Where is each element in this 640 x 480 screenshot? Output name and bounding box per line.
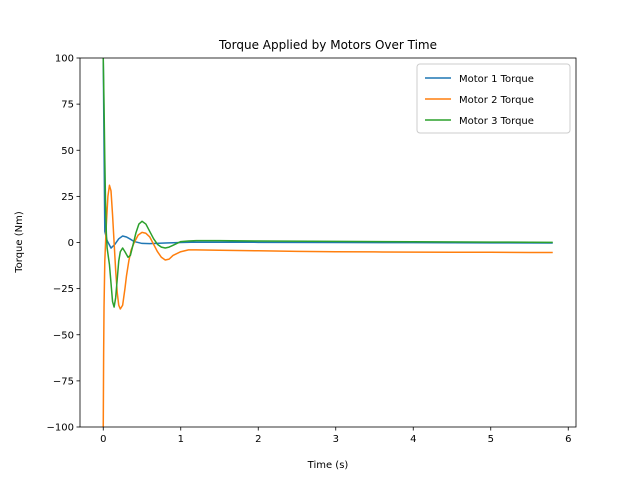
x-tick-label: 6 <box>565 434 571 445</box>
y-tick-label: −75 <box>53 376 74 387</box>
series-line-motor-1 <box>102 58 553 249</box>
y-tick-label: 100 <box>55 54 74 65</box>
legend-label: Motor 3 Torque <box>459 116 534 127</box>
y-tick-label: −25 <box>53 284 74 295</box>
y-tick-label: 50 <box>61 146 74 157</box>
y-axis: −100 −75 −50 −25 0 25 50 75 100 <box>47 54 80 434</box>
series-line-motor-3 <box>102 58 553 308</box>
legend: Motor 1 Torque Motor 2 Torque Motor 3 Torq… <box>416 63 571 134</box>
series-line-motor-2 <box>102 184 553 427</box>
legend-label: Motor 1 Torque <box>459 74 534 85</box>
x-tick-label: 1 <box>178 434 184 445</box>
x-axis-label: Time (s) <box>307 460 349 471</box>
legend-label: Motor 2 Torque <box>459 95 534 106</box>
y-tick-label: −100 <box>47 423 74 434</box>
y-tick-label: 75 <box>61 100 74 111</box>
y-tick-label: 0 <box>68 238 74 249</box>
legend-box <box>416 63 571 134</box>
x-tick-label: 3 <box>333 434 339 445</box>
y-axis-label: Torque (Nm) <box>14 211 25 274</box>
series-layer <box>102 58 553 427</box>
x-tick-label: 4 <box>410 434 416 445</box>
y-tick-label: −50 <box>53 330 74 341</box>
x-tick-label: 0 <box>100 434 106 445</box>
x-tick-label: 2 <box>255 434 261 445</box>
x-tick-label: 5 <box>488 434 494 445</box>
y-tick-label: 25 <box>61 192 74 203</box>
x-axis: 0 1 2 3 4 5 6 <box>100 427 571 445</box>
chart-title: Torque Applied by Motors Over Time <box>218 38 437 52</box>
